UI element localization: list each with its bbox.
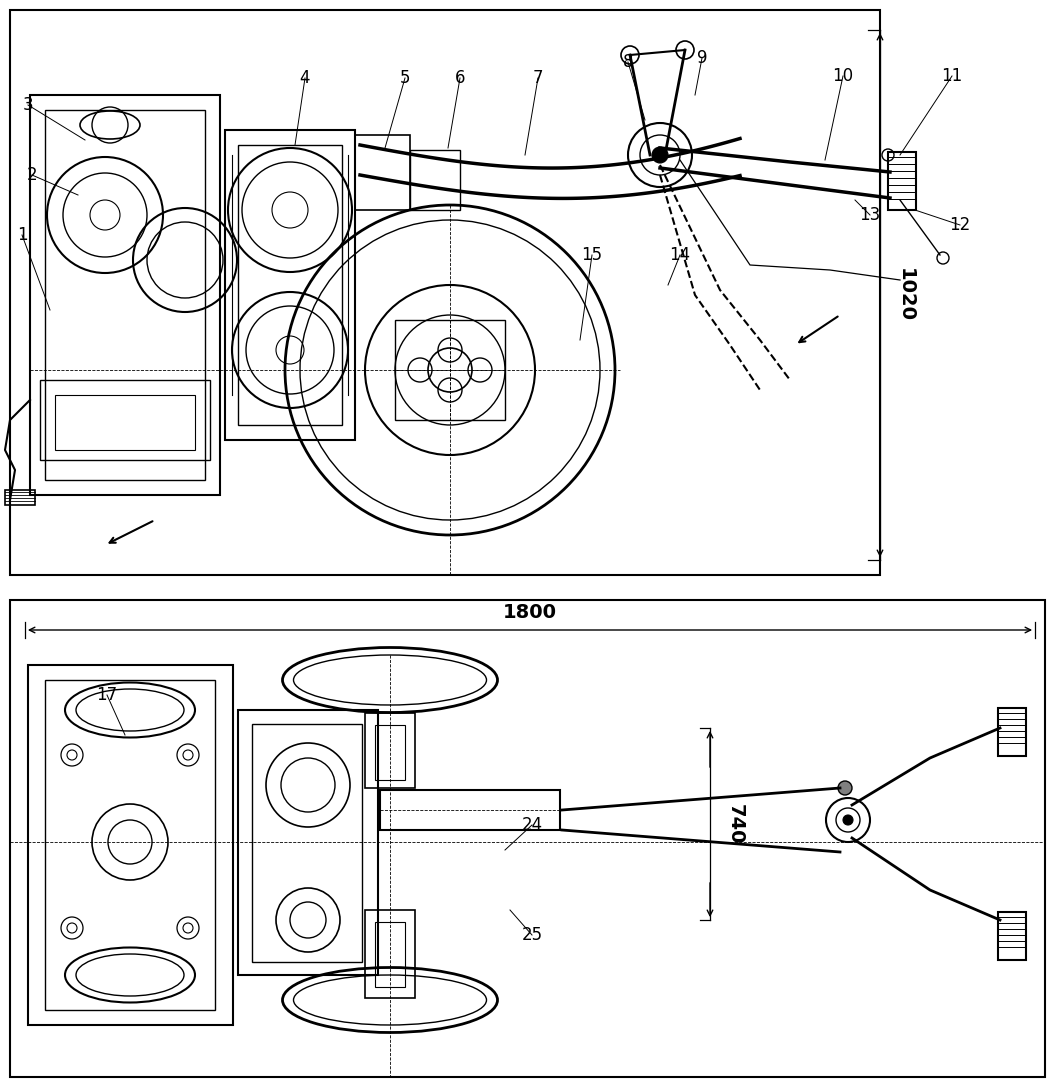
Bar <box>888 152 916 210</box>
Text: 9: 9 <box>697 49 708 67</box>
Bar <box>55 395 195 450</box>
Bar <box>45 110 205 480</box>
Text: 1020: 1020 <box>895 268 914 322</box>
Bar <box>375 922 406 987</box>
Text: 8: 8 <box>623 53 634 71</box>
Text: 2: 2 <box>26 166 37 184</box>
Text: 13: 13 <box>860 207 881 224</box>
Bar <box>375 725 406 780</box>
Text: 3: 3 <box>22 96 34 114</box>
Bar <box>10 600 1045 1077</box>
Bar <box>365 910 415 998</box>
Bar <box>252 724 362 962</box>
Bar <box>395 320 505 420</box>
Bar <box>238 710 378 975</box>
Bar <box>225 130 355 440</box>
Bar <box>238 145 342 425</box>
Text: 12: 12 <box>949 216 970 234</box>
Bar <box>40 380 210 460</box>
Bar <box>410 150 460 210</box>
Bar <box>998 912 1026 960</box>
Bar <box>365 713 415 788</box>
Text: 17: 17 <box>96 686 117 704</box>
Text: 11: 11 <box>941 67 963 85</box>
Bar <box>5 490 35 505</box>
Bar <box>29 665 233 1025</box>
Text: 24: 24 <box>522 816 543 834</box>
Bar <box>998 708 1026 755</box>
Circle shape <box>652 147 668 163</box>
Text: 7: 7 <box>532 68 543 87</box>
Text: 25: 25 <box>522 926 543 944</box>
Bar <box>380 790 560 830</box>
Text: 6: 6 <box>455 68 466 87</box>
Bar <box>30 95 220 495</box>
Text: 15: 15 <box>582 246 603 264</box>
Circle shape <box>843 815 853 825</box>
Text: 14: 14 <box>670 246 691 264</box>
Text: 1800: 1800 <box>503 602 557 622</box>
Bar <box>355 135 410 210</box>
Bar <box>45 680 215 1010</box>
Circle shape <box>838 780 852 795</box>
Text: 740: 740 <box>725 803 744 845</box>
Text: 4: 4 <box>300 68 310 87</box>
Text: 10: 10 <box>832 67 853 85</box>
Text: 1: 1 <box>17 226 27 243</box>
Bar <box>10 10 880 575</box>
Text: 5: 5 <box>400 68 410 87</box>
